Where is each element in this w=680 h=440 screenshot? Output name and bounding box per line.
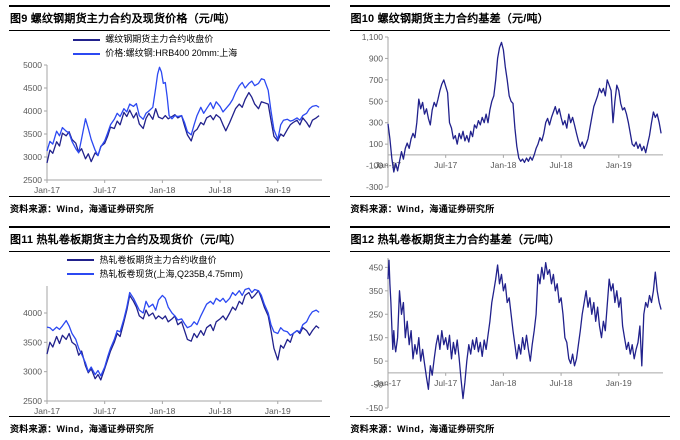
- plot-area: 5000 4500 4000 3500 3000 2500 Jan-17 Jul-17 Jan-…: [9, 59, 330, 196]
- svg-text:2500: 2500: [23, 396, 42, 406]
- series-line: [46, 287, 320, 376]
- svg-text:250: 250: [368, 309, 382, 319]
- figure-10-chart: 1,100 900 700 500 300 100 -100 -300 Jan-17 Jul-17…: [350, 31, 671, 196]
- figure-12-chart: 450 350 250 150 50 -50 -150 Jan-17 Jul-17 Jan-18 J…: [350, 252, 671, 417]
- svg-text:3000: 3000: [23, 366, 42, 376]
- svg-text:-50: -50: [370, 379, 383, 389]
- svg-text:Jan-17: Jan-17: [34, 406, 60, 416]
- svg-text:3500: 3500: [23, 129, 42, 139]
- svg-text:-300: -300: [365, 182, 382, 192]
- source-text: 资料来源：Wind，海通证券研究所: [10, 203, 155, 214]
- series-line: [386, 41, 662, 173]
- svg-text:Jan-18: Jan-18: [149, 406, 175, 416]
- svg-text:150: 150: [368, 332, 382, 342]
- figure-12-title: 图12 热轧卷板期货主力合约基差（元/吨）: [349, 228, 670, 252]
- svg-text:Jul-18: Jul-18: [208, 406, 231, 416]
- figure-9-title: 图9 螺纹钢期货主力合约及现货价格（元/吨）: [9, 7, 330, 31]
- chart-legend: 热轧卷板期货主力合约收盘价热轧板卷现货(上海,Q235B,4.75mm): [9, 252, 330, 280]
- svg-text:450: 450: [368, 262, 382, 272]
- series-line: [386, 259, 662, 399]
- svg-text:900: 900: [368, 53, 382, 63]
- svg-text:700: 700: [368, 75, 382, 85]
- svg-text:1,100: 1,100: [361, 32, 383, 42]
- svg-text:Jan-17: Jan-17: [375, 160, 401, 170]
- figure-9-source: 资料来源：Wind，海通证券研究所: [9, 195, 330, 217]
- svg-text:-150: -150: [365, 403, 382, 413]
- plot-area: 1,100 900 700 500 300 100 -100 -300 Jan-17 Jul-17…: [350, 31, 671, 196]
- svg-text:350: 350: [368, 285, 382, 295]
- svg-text:4500: 4500: [23, 83, 42, 93]
- svg-text:Jan-17: Jan-17: [375, 377, 401, 387]
- legend-label: 热轧卷板期货主力合约收盘价: [99, 254, 217, 265]
- svg-text:5000: 5000: [23, 60, 42, 70]
- svg-text:-100: -100: [365, 161, 382, 171]
- svg-text:Jan-19: Jan-19: [605, 377, 631, 387]
- chart-legend: 螺纹钢期货主力合约收盘价价格:螺纹钢:HRB400 20mm:上海: [9, 31, 330, 59]
- svg-text:Jan-18: Jan-18: [149, 185, 175, 195]
- legend-item: 螺纹钢期货主力合约收盘价: [73, 34, 237, 45]
- svg-text:3000: 3000: [23, 152, 42, 162]
- figure-11-chart: 热轧卷板期货主力合约收盘价热轧板卷现货(上海,Q235B,4.75mm) 4000…: [9, 252, 330, 417]
- legend-item: 价格:螺纹钢:HRB400 20mm:上海: [73, 48, 237, 59]
- svg-text:300: 300: [368, 118, 382, 128]
- legend-item: 热轧卷板期货主力合约收盘价: [67, 255, 243, 266]
- svg-text:Jul-18: Jul-18: [208, 185, 231, 195]
- svg-text:2500: 2500: [23, 175, 42, 185]
- legend-line-swatch: [67, 273, 95, 275]
- svg-text:Jan-17: Jan-17: [34, 185, 60, 195]
- svg-text:Jul-17: Jul-17: [434, 377, 457, 387]
- svg-text:Jan-18: Jan-18: [490, 160, 516, 170]
- svg-text:4000: 4000: [23, 106, 42, 116]
- source-text: 资料来源：Wind，海通证券研究所: [350, 203, 495, 214]
- legend-label: 热轧板卷现货(上海,Q235B,4.75mm): [99, 268, 244, 279]
- chart-canvas: 1,100 900 700 500 300 100 -100 -300 Jan-17 Jul-17…: [361, 32, 663, 192]
- svg-text:Jul-17: Jul-17: [93, 185, 116, 195]
- svg-text:Jul-18: Jul-18: [549, 377, 572, 387]
- figure-11-title: 图11 热轧卷板期货主力合约及现货价（元/吨）: [9, 228, 330, 252]
- figure-10-panel: 图10 螺纹钢期货主力合约基差（元/吨） 1,100 900 700 500 300 10…: [349, 5, 671, 217]
- chart-canvas: 450 350 250 150 50 -50 -150 Jan-17 Jul-17 Jan-18 J…: [365, 257, 663, 413]
- legend-line-swatch: [73, 52, 101, 55]
- legend-label: 螺纹钢期货主力合约收盘价: [105, 34, 214, 44]
- figure-11-source: 资料来源：Wind，海通证券研究所: [9, 416, 330, 437]
- source-text: 资料来源：Wind，海通证券研究所: [350, 424, 495, 434]
- figure-10-title: 图10 螺纹钢期货主力合约基差（元/吨）: [349, 7, 670, 31]
- svg-text:Jan-19: Jan-19: [265, 185, 291, 195]
- series-line: [46, 66, 320, 157]
- svg-text:Jul-17: Jul-17: [434, 160, 457, 170]
- figure-11-panel: 图11 热轧卷板期货主力合约及现货价（元/吨） 热轧卷板期货主力合约收盘价热轧板…: [9, 225, 330, 438]
- figure-12-panel: 图12 热轧卷板期货主力合约基差（元/吨） 450 350 250 150 50 -50 -…: [349, 225, 671, 438]
- legend-line-swatch: [67, 259, 95, 261]
- svg-text:4000: 4000: [23, 307, 42, 317]
- svg-text:50: 50: [373, 356, 383, 366]
- source-text: 资料来源：Wind，海通证券研究所: [10, 424, 155, 434]
- figure-10-source: 资料来源：Wind，海通证券研究所: [349, 195, 670, 217]
- figure-9-panel: 图9 螺纹钢期货主力合约及现货价格（元/吨） 螺纹钢期货主力合约收盘价价格:螺纹…: [9, 5, 330, 217]
- plot-area: 450 350 250 150 50 -50 -150 Jan-17 Jul-17 Jan-18 J…: [350, 252, 671, 417]
- svg-text:Jul-18: Jul-18: [549, 160, 572, 170]
- svg-text:Jan-19: Jan-19: [265, 406, 291, 416]
- svg-text:Jan-18: Jan-18: [490, 377, 516, 387]
- svg-text:Jan-19: Jan-19: [605, 160, 631, 170]
- legend-item: 热轧板卷现货(上海,Q235B,4.75mm): [67, 269, 243, 280]
- svg-text:Jul-17: Jul-17: [93, 406, 116, 416]
- series-line: [46, 289, 320, 381]
- svg-text:100: 100: [368, 139, 382, 149]
- figure-9-chart: 螺纹钢期货主力合约收盘价 价格:螺纹钢:HRB400 20mm:上海 5000 450…: [9, 31, 330, 196]
- svg-text:3500: 3500: [23, 337, 42, 347]
- svg-text:500: 500: [368, 96, 382, 106]
- legend-line-swatch: [73, 38, 101, 41]
- plot-area: 4000 3500 3000 2500 Jan-17 Jul-17 Jan-18 Jul-18…: [9, 280, 330, 417]
- legend-label: 价格:螺纹钢:HRB400 20mm:上海: [105, 48, 238, 58]
- figure-12-source: 资料来源：Wind，海通证券研究所: [349, 416, 670, 437]
